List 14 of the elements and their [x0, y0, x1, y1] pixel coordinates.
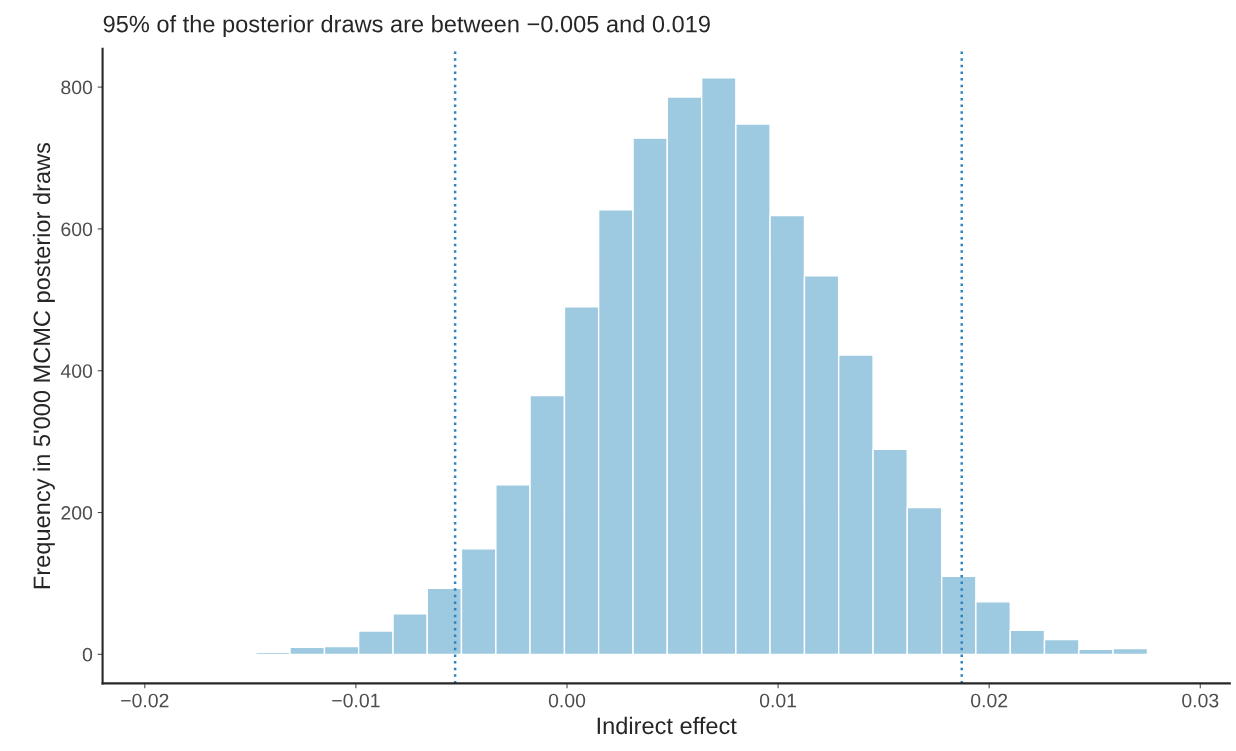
chart-title: 95% of the posterior draws are between −0.005 and 0.019 — [103, 15, 710, 38]
y-tick-label: 200 — [61, 506, 93, 520]
x-tick-label: −0.02 — [121, 693, 169, 708]
x-tick-label: 0.02 — [971, 693, 1008, 708]
x-tick-label: 0.03 — [1182, 693, 1219, 708]
y-tick-label: 600 — [61, 222, 93, 237]
y-tick-label: 400 — [60, 364, 93, 378]
x-tick-label: 0.01 — [759, 693, 797, 708]
x-tick-label: 0.00 — [548, 693, 586, 708]
y-tick-label: 0 — [82, 647, 93, 662]
x-tick-label: −0.01 — [332, 693, 380, 708]
x-axis-title: Indirect effect — [597, 716, 737, 735]
y-tick-label: 800 — [61, 80, 93, 95]
y-axis-title: Frequency in 5'000 MCMC posterior draws — [32, 142, 55, 589]
